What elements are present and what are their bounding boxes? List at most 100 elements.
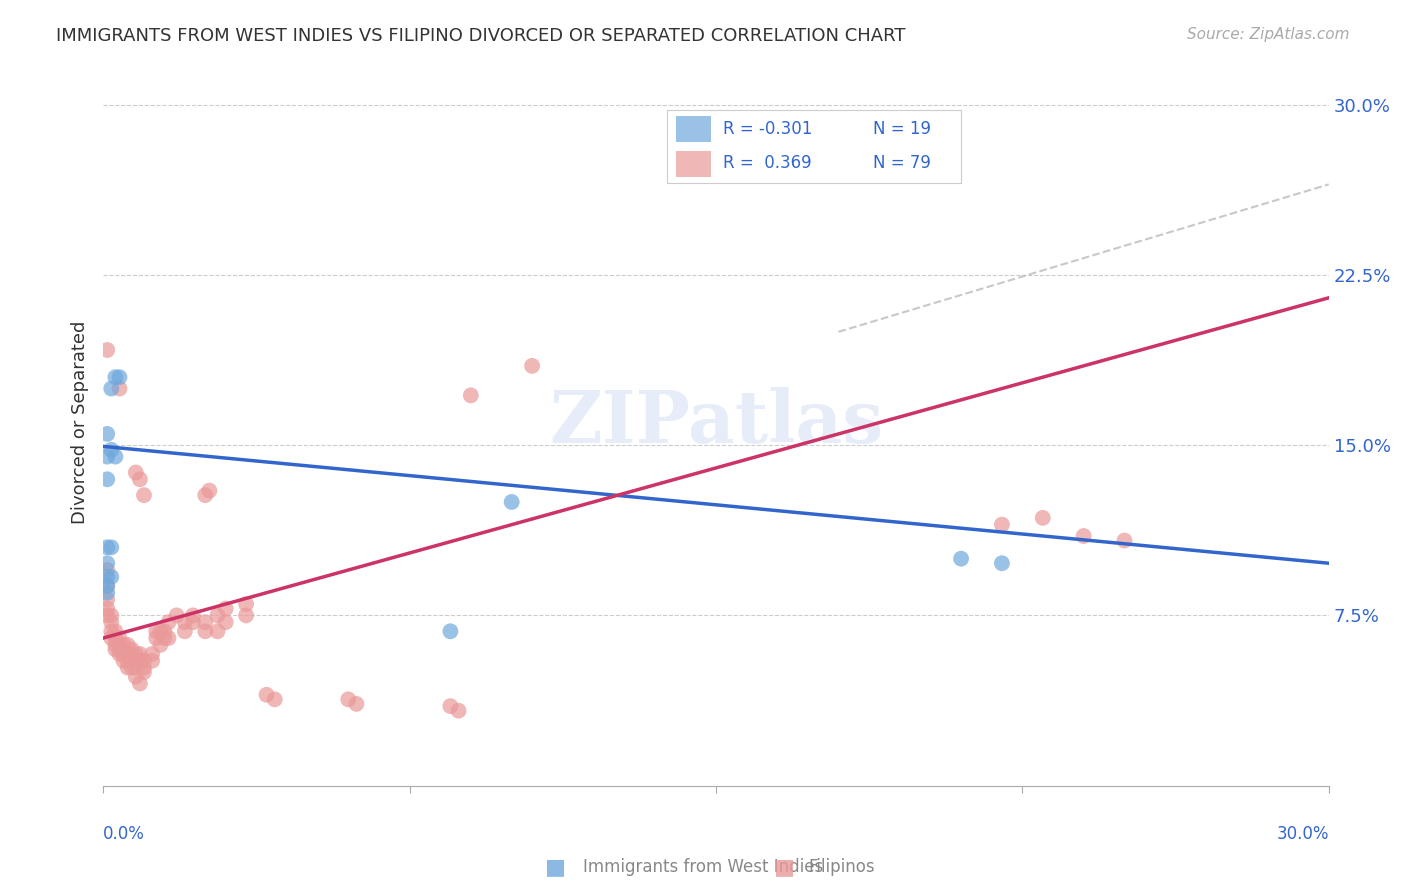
- Point: [117, 654, 139, 668]
- Point: [100, 541, 122, 555]
- Point: [104, 642, 127, 657]
- Point: [194, 624, 217, 639]
- Point: [439, 699, 461, 714]
- Point: [198, 483, 221, 498]
- Point: [141, 654, 163, 668]
- Point: [256, 688, 278, 702]
- Point: [104, 370, 127, 384]
- Point: [100, 570, 122, 584]
- Point: [108, 382, 131, 396]
- Point: [991, 556, 1014, 570]
- Text: Source: ZipAtlas.com: Source: ZipAtlas.com: [1187, 27, 1350, 42]
- Point: [108, 370, 131, 384]
- Text: Filipinos: Filipinos: [808, 858, 875, 876]
- Point: [215, 601, 238, 615]
- Point: [950, 551, 973, 566]
- Point: [129, 647, 152, 661]
- Point: [100, 624, 122, 639]
- Point: [991, 517, 1014, 532]
- Point: [112, 654, 135, 668]
- Point: [121, 654, 143, 668]
- Point: [194, 488, 217, 502]
- Point: [100, 382, 122, 396]
- Point: [125, 660, 148, 674]
- Point: [173, 615, 195, 630]
- Point: [125, 647, 148, 661]
- Point: [112, 647, 135, 661]
- Point: [173, 624, 195, 639]
- Text: Immigrants from West Indies: Immigrants from West Indies: [583, 858, 824, 876]
- Point: [125, 654, 148, 668]
- Point: [207, 608, 229, 623]
- Point: [235, 608, 257, 623]
- Text: ZIPatlas: ZIPatlas: [548, 387, 883, 458]
- Point: [117, 647, 139, 661]
- Point: [145, 631, 167, 645]
- Point: [104, 450, 127, 464]
- Point: [125, 670, 148, 684]
- Text: 30.0%: 30.0%: [1277, 825, 1329, 844]
- Point: [96, 472, 118, 486]
- Point: [215, 615, 238, 630]
- Point: [96, 608, 118, 623]
- Point: [141, 647, 163, 661]
- Point: [100, 631, 122, 645]
- Point: [108, 647, 131, 661]
- Point: [96, 570, 118, 584]
- Point: [181, 615, 204, 630]
- Point: [439, 624, 461, 639]
- Point: [100, 442, 122, 457]
- Point: [149, 624, 172, 639]
- Point: [104, 638, 127, 652]
- Point: [149, 638, 172, 652]
- Point: [132, 488, 155, 502]
- Point: [121, 660, 143, 674]
- Point: [157, 631, 180, 645]
- Point: [96, 343, 118, 357]
- Point: [447, 704, 470, 718]
- Point: [104, 631, 127, 645]
- Point: [108, 631, 131, 645]
- Point: [153, 631, 176, 645]
- Point: [501, 495, 523, 509]
- Point: [112, 638, 135, 652]
- Text: IMMIGRANTS FROM WEST INDIES VS FILIPINO DIVORCED OR SEPARATED CORRELATION CHART: IMMIGRANTS FROM WEST INDIES VS FILIPINO …: [56, 27, 905, 45]
- Point: [129, 654, 152, 668]
- Point: [117, 638, 139, 652]
- Text: 0.0%: 0.0%: [103, 825, 145, 844]
- Point: [96, 426, 118, 441]
- Point: [1032, 511, 1054, 525]
- Point: [132, 654, 155, 668]
- Text: ■: ■: [546, 857, 565, 877]
- Point: [207, 624, 229, 639]
- Point: [157, 615, 180, 630]
- Point: [96, 585, 118, 599]
- Point: [460, 388, 482, 402]
- Point: [96, 579, 118, 593]
- Point: [96, 579, 118, 593]
- Point: [125, 466, 148, 480]
- Point: [337, 692, 360, 706]
- Point: [121, 642, 143, 657]
- Point: [108, 638, 131, 652]
- Point: [100, 615, 122, 630]
- Point: [132, 665, 155, 679]
- Point: [263, 692, 285, 706]
- Point: [104, 624, 127, 639]
- Point: [96, 541, 118, 555]
- Point: [96, 563, 118, 577]
- Point: [1114, 533, 1136, 548]
- Text: ■: ■: [775, 857, 794, 877]
- Point: [153, 624, 176, 639]
- Point: [96, 601, 118, 615]
- Point: [145, 624, 167, 639]
- Point: [181, 608, 204, 623]
- Point: [96, 592, 118, 607]
- Point: [129, 472, 152, 486]
- Point: [520, 359, 543, 373]
- Point: [166, 608, 188, 623]
- Point: [100, 608, 122, 623]
- Point: [117, 660, 139, 674]
- Y-axis label: Divorced or Separated: Divorced or Separated: [72, 321, 89, 524]
- Point: [1073, 529, 1095, 543]
